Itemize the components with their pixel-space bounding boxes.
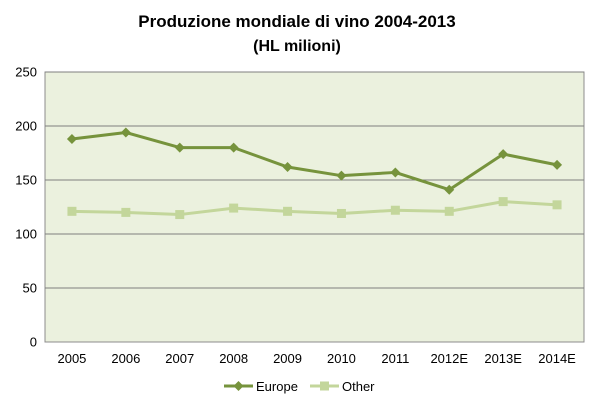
- x-axis-tick-labels: 2005 2006 2007 2008 2009 2010 2011 2012E 2013E 20…: [57, 351, 576, 366]
- x-tick-label: 2013E: [484, 351, 522, 366]
- y-tick-label: 100: [15, 227, 37, 242]
- x-tick-label: 2007: [165, 351, 194, 366]
- x-tick-label: 2009: [273, 351, 302, 366]
- series-layer: [66, 127, 563, 220]
- chart-title: Produzione mondiale di vino 2004-2013: [138, 12, 455, 31]
- data-point-europe: [336, 170, 347, 181]
- data-point-europe: [120, 127, 131, 138]
- y-tick-label: 0: [30, 335, 37, 350]
- data-point-europe: [444, 184, 455, 195]
- gridlines: [45, 71, 584, 289]
- legend-marker-europe: [233, 381, 244, 391]
- data-point-europe: [66, 133, 77, 144]
- data-point-other: [498, 197, 508, 207]
- legend-label-europe: Europe: [256, 379, 298, 394]
- x-tick-label: 2012E: [430, 351, 468, 366]
- data-point-other: [336, 208, 346, 218]
- series-other: [67, 197, 562, 220]
- data-point-other: [552, 200, 562, 210]
- legend-label-other: Other: [342, 379, 375, 394]
- legend: Europe Other: [224, 379, 375, 394]
- data-point-europe: [228, 142, 239, 153]
- data-point-europe: [390, 167, 401, 178]
- data-point-other: [229, 203, 239, 213]
- data-point-other: [444, 206, 454, 216]
- y-tick-label: 200: [15, 119, 37, 134]
- chart-subtitle: (HL milioni): [253, 38, 341, 55]
- series-line-other: [70, 200, 559, 217]
- x-tick-label: 2006: [111, 351, 140, 366]
- data-point-europe: [498, 149, 509, 160]
- data-point-other: [283, 206, 293, 216]
- data-point-europe: [174, 142, 185, 153]
- data-point-other: [390, 205, 400, 215]
- data-point-other: [121, 207, 131, 217]
- series-europe: [66, 127, 563, 195]
- data-point-europe: [552, 159, 563, 170]
- y-axis-tick-labels: 0 50 100 150 200 250: [15, 65, 37, 350]
- plot-area: [44, 71, 585, 343]
- x-tick-label: 2010: [327, 351, 356, 366]
- data-point-other: [175, 210, 185, 220]
- x-tick-label: 2008: [219, 351, 248, 366]
- y-tick-label: 50: [23, 281, 37, 296]
- data-point-europe: [282, 162, 293, 173]
- y-tick-label: 150: [15, 173, 37, 188]
- legend-marker-other: [320, 381, 329, 391]
- x-tick-label: 2011: [381, 351, 409, 366]
- x-tick-label: 2014E: [538, 351, 576, 366]
- series-line-europe: [70, 130, 559, 192]
- x-tick-label: 2005: [57, 351, 86, 366]
- y-tick-label: 250: [15, 65, 37, 80]
- data-point-other: [67, 206, 77, 216]
